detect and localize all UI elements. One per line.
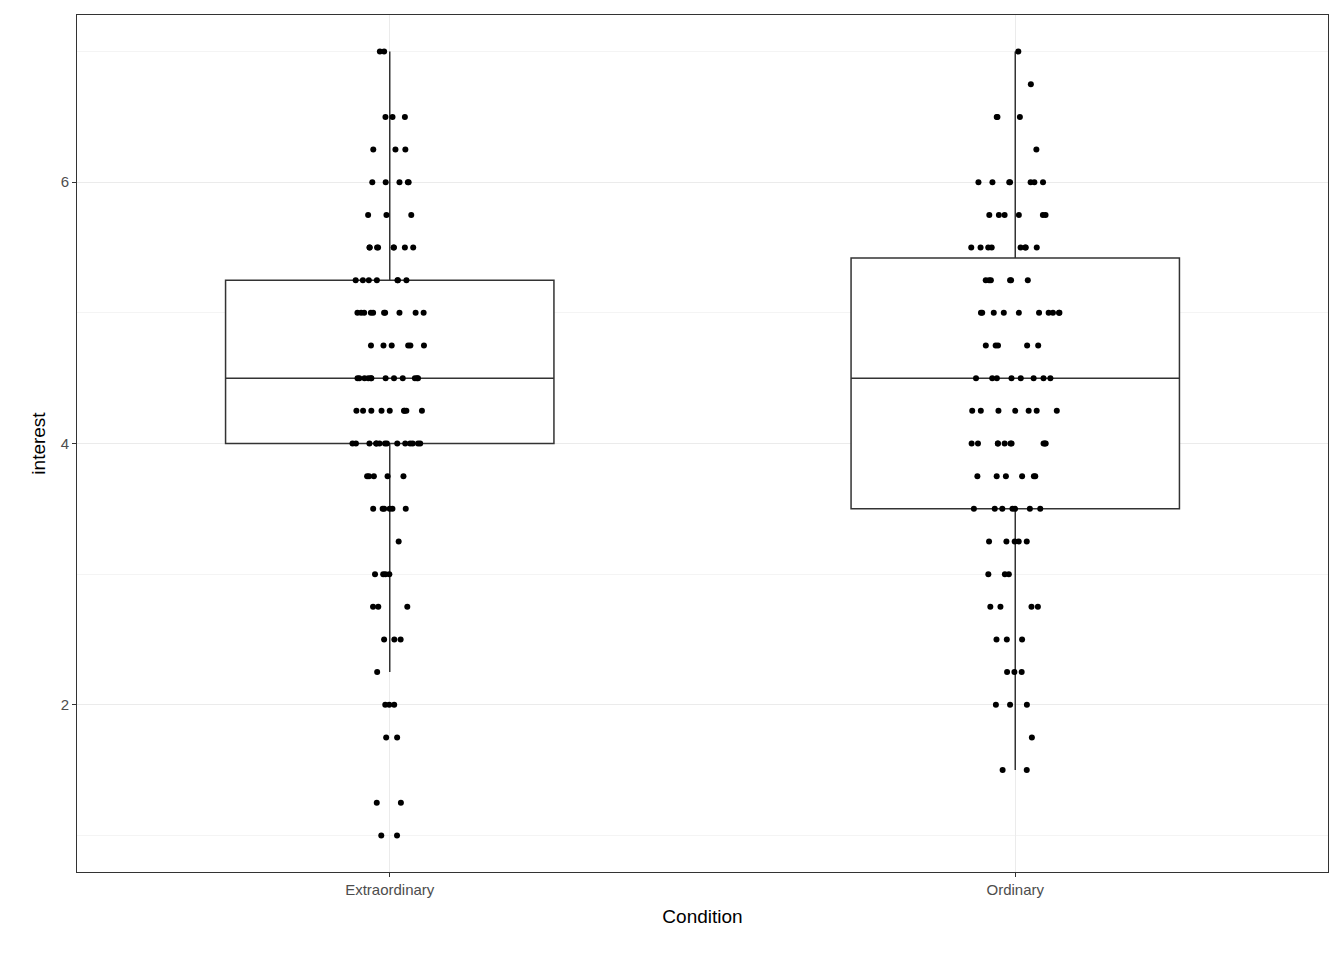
svg-text:Condition: Condition — [662, 906, 742, 927]
svg-text:6: 6 — [61, 173, 69, 190]
svg-text:2: 2 — [61, 696, 69, 713]
svg-text:Extraordinary: Extraordinary — [345, 881, 435, 898]
svg-text:4: 4 — [61, 435, 69, 452]
svg-text:interest: interest — [28, 412, 49, 475]
svg-text:Ordinary: Ordinary — [986, 881, 1044, 898]
